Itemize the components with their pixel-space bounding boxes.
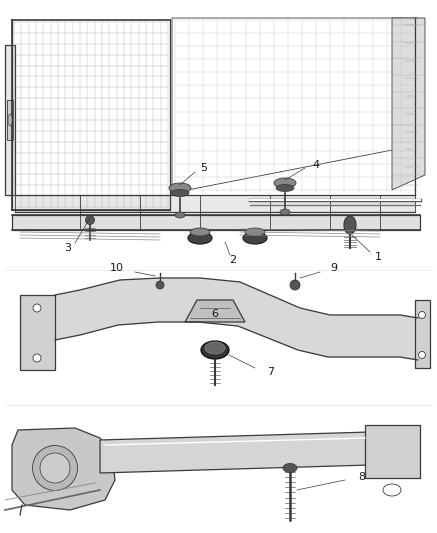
Polygon shape (415, 300, 430, 368)
Polygon shape (55, 278, 418, 360)
Ellipse shape (201, 341, 229, 359)
Ellipse shape (274, 178, 296, 188)
Ellipse shape (8, 114, 12, 126)
Ellipse shape (245, 228, 265, 236)
Text: 7: 7 (267, 367, 274, 377)
Polygon shape (392, 18, 425, 190)
Text: 10: 10 (110, 263, 124, 273)
Ellipse shape (205, 342, 225, 354)
Ellipse shape (32, 446, 77, 490)
Ellipse shape (40, 453, 70, 483)
Ellipse shape (419, 351, 426, 359)
Text: 9: 9 (330, 263, 337, 273)
Ellipse shape (190, 228, 210, 236)
Ellipse shape (290, 280, 300, 290)
Polygon shape (15, 195, 415, 212)
Ellipse shape (33, 304, 41, 312)
Text: 1: 1 (375, 252, 382, 262)
Text: 6: 6 (212, 309, 218, 319)
Ellipse shape (344, 216, 356, 234)
Polygon shape (7, 100, 13, 140)
Text: 2: 2 (229, 255, 236, 265)
Polygon shape (12, 428, 115, 510)
Ellipse shape (86, 215, 94, 224)
Ellipse shape (175, 212, 185, 218)
Polygon shape (185, 300, 245, 322)
Ellipse shape (276, 184, 294, 191)
Ellipse shape (188, 232, 212, 244)
Ellipse shape (33, 354, 41, 362)
Text: 5: 5 (200, 163, 207, 173)
Ellipse shape (156, 281, 164, 289)
Ellipse shape (283, 464, 297, 472)
Polygon shape (12, 215, 420, 230)
Ellipse shape (169, 183, 191, 193)
Polygon shape (20, 295, 55, 370)
Text: 8: 8 (358, 472, 365, 482)
Ellipse shape (383, 484, 401, 496)
Polygon shape (172, 18, 418, 193)
Ellipse shape (243, 232, 267, 244)
Ellipse shape (280, 209, 290, 215)
Polygon shape (100, 432, 370, 473)
Ellipse shape (171, 190, 189, 197)
Polygon shape (5, 45, 15, 195)
Text: 3: 3 (65, 243, 72, 253)
Polygon shape (365, 425, 420, 478)
Text: 4: 4 (312, 160, 319, 170)
Ellipse shape (419, 311, 426, 319)
